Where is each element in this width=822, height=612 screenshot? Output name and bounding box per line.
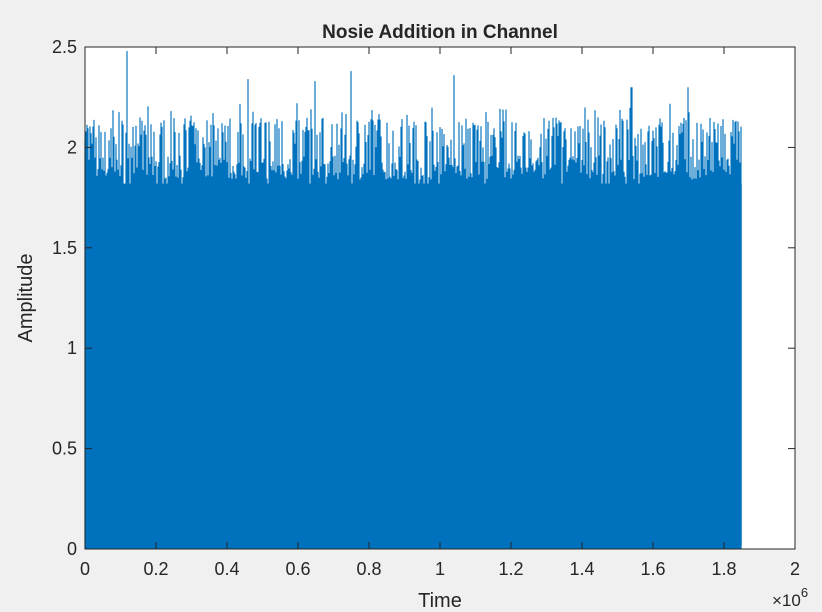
x-tick-label: 1.8 <box>711 559 736 579</box>
x-tick-label: 0.6 <box>285 559 310 579</box>
x-tick-label: 1 <box>435 559 445 579</box>
x-tick-label: 1.2 <box>498 559 523 579</box>
x-tick-label: 0.2 <box>143 559 168 579</box>
y-axis-ticks: 0 0.5 1 1.5 2 2.5 <box>52 37 795 559</box>
x-exponent-base: ×10 <box>772 591 801 610</box>
x-tick-label: 1.4 <box>569 559 594 579</box>
chart-title: Nosie Addition in Channel <box>322 22 558 43</box>
signal-bars <box>84 51 742 549</box>
x-axis-exponent: ×106 <box>772 585 808 610</box>
x-tick-label: 0.8 <box>356 559 381 579</box>
y-tick-label: 1 <box>67 338 77 358</box>
x-tick-label: 1.6 <box>640 559 665 579</box>
y-tick-label: 2 <box>67 137 77 157</box>
y-tick-label: 0.5 <box>52 439 77 459</box>
x-tick-label: 0 <box>80 559 90 579</box>
y-tick-label: 2.5 <box>52 37 77 57</box>
x-tick-label: 0.4 <box>214 559 239 579</box>
y-axis-label: Amplitude <box>15 254 37 343</box>
x-axis-ticks: 0 0.2 0.4 0.6 0.8 1 1.2 1.4 1.6 1.8 2 <box>80 47 800 579</box>
signal-fill <box>85 183 742 545</box>
x-tick-label: 2 <box>790 559 800 579</box>
y-tick-label: 1.5 <box>52 238 77 258</box>
x-axis-label: Time <box>418 590 462 612</box>
y-tick-label: 0 <box>67 539 77 559</box>
x-exponent-power: 6 <box>801 585 808 600</box>
